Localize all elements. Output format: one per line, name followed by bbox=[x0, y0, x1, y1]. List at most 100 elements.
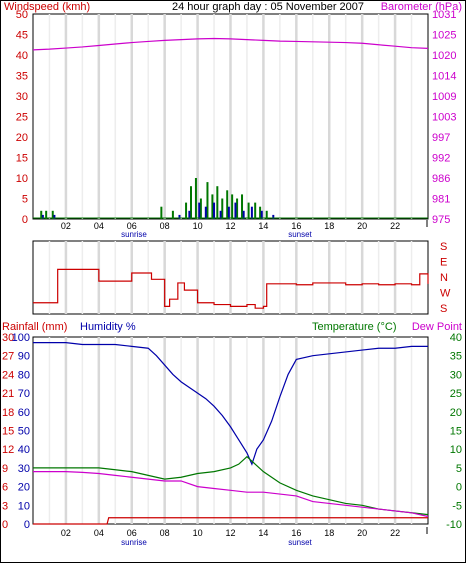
x-tick-label: 04 bbox=[94, 221, 104, 231]
rainfall-line bbox=[33, 517, 428, 525]
x-tick-label: 14 bbox=[258, 221, 268, 231]
windspeed-axis-label: Windspeed (kmh) bbox=[4, 1, 90, 13]
rain-tick-label: 3 bbox=[2, 500, 8, 512]
humidity-tick-label: 0 bbox=[24, 519, 30, 531]
humidity-tick-label: 90 bbox=[18, 351, 30, 363]
temperature-tick-label: 20 bbox=[450, 407, 462, 419]
rain-tick-label: 6 bbox=[2, 482, 8, 494]
barometer-tick-label: 975 bbox=[432, 214, 450, 226]
x-tick-label: 22 bbox=[390, 528, 400, 538]
rain-tick-label: 21 bbox=[2, 388, 14, 400]
temperature-tick-label: 40 bbox=[450, 332, 462, 344]
x-tick-label: 12 bbox=[225, 221, 235, 231]
temperature-tick-label: 0 bbox=[456, 482, 462, 494]
barometer-axis: 975 981 986 992 997 1003 1009 1014 1020 1025 1031 bbox=[432, 9, 456, 226]
windspeed-tick-label: 35 bbox=[16, 71, 28, 83]
temp-series bbox=[33, 342, 429, 525]
barometer-tick-label: 1009 bbox=[432, 91, 456, 103]
direction-tick-label: S bbox=[440, 241, 447, 253]
temp-x-axis: 02 04 06 08 10 12 14 16 18 20 22 bbox=[61, 527, 428, 538]
x-tick-label: 02 bbox=[61, 221, 71, 231]
x-tick-label: 20 bbox=[357, 528, 367, 538]
humidity-tick-label: 30 bbox=[18, 463, 30, 475]
temperature-tick-label: -5 bbox=[452, 500, 462, 512]
barometer-axis-label: Barometer (hPa) bbox=[381, 1, 462, 13]
windspeed-tick-label: 0 bbox=[22, 214, 28, 226]
barometer-line bbox=[32, 37, 429, 51]
sunrise-label: sunrise bbox=[121, 230, 147, 239]
humidity-tick-label: 40 bbox=[18, 444, 30, 456]
temperature-tick-label: 30 bbox=[450, 369, 462, 381]
rain-tick-label: 30 bbox=[2, 332, 14, 344]
temperature-tick-label: 35 bbox=[450, 351, 462, 363]
x-tick-label: 14 bbox=[258, 528, 268, 538]
barometer-tick-label: 1020 bbox=[432, 50, 456, 62]
rain-tick-label: 12 bbox=[2, 444, 14, 456]
humidity-tick-label: 60 bbox=[18, 407, 30, 419]
windspeed-tick-label: 30 bbox=[16, 91, 28, 103]
direction-tick-label: W bbox=[440, 288, 451, 300]
humidity-rain-axis: 0 3 6 9 12 15 18 21 24 27 30 0 10 20 30 40 50 60 70 80 90 100 bbox=[2, 332, 30, 531]
humidity-tick-label: 10 bbox=[18, 500, 30, 512]
x-tick-label: 16 bbox=[291, 221, 301, 231]
x-tick-label: 04 bbox=[94, 528, 104, 538]
dewpoint-line bbox=[33, 471, 429, 518]
temperature-tick-label: 15 bbox=[450, 426, 462, 438]
humidity-tick-label: 100 bbox=[12, 332, 30, 344]
direction-series bbox=[33, 268, 429, 309]
temperature-axis: -10 -5 0 5 10 15 20 25 30 35 40 bbox=[446, 332, 462, 531]
dewpoint-axis-label: Dew Point bbox=[412, 321, 462, 333]
wind-series bbox=[32, 37, 429, 219]
wind-x-axis: 02 04 06 08 10 12 14 16 18 20 22 bbox=[61, 220, 428, 231]
direction-tick-label: S bbox=[440, 303, 447, 315]
windspeed-tick-label: 45 bbox=[16, 30, 28, 42]
x-tick-label: 22 bbox=[390, 221, 400, 231]
direction-tick-label: E bbox=[440, 257, 447, 269]
humidity-tick-label: 70 bbox=[18, 388, 30, 400]
rain-tick-label: 27 bbox=[2, 351, 14, 363]
x-tick-label: 02 bbox=[61, 528, 71, 538]
humidity-tick-label: 80 bbox=[18, 369, 30, 381]
x-tick-label: 12 bbox=[225, 528, 235, 538]
barometer-tick-label: 981 bbox=[432, 194, 450, 206]
x-tick-label: 06 bbox=[127, 528, 137, 538]
barometer-tick-label: 1031 bbox=[432, 9, 456, 21]
x-tick-label: 20 bbox=[357, 221, 367, 231]
x-tick-label: 06 bbox=[127, 221, 137, 231]
sunrise-label-bottom: sunrise bbox=[121, 538, 147, 547]
x-tick-label: 16 bbox=[291, 528, 301, 538]
rain-tick-label: 0 bbox=[2, 519, 8, 531]
temperature-humidity-panel: 0369121518212427300102030405060708090100… bbox=[2, 321, 462, 547]
rain-tick-label: 18 bbox=[2, 407, 14, 419]
humidity-axis-label: Humidity % bbox=[80, 321, 136, 333]
windspeed-axis: 0 5 10 15 20 25 30 35 40 45 50 bbox=[16, 9, 28, 226]
x-tick-label: 08 bbox=[160, 528, 170, 538]
humidity-line bbox=[33, 342, 428, 466]
barometer-tick-label: 1003 bbox=[432, 112, 456, 124]
barometer-tick-label: 1025 bbox=[432, 30, 456, 42]
x-tick-label: 10 bbox=[193, 528, 203, 538]
humidity-tick-label: 20 bbox=[18, 482, 30, 494]
temperature-tick-label: 10 bbox=[450, 444, 462, 456]
temperature-tick-label: 5 bbox=[456, 463, 462, 475]
rainfall-axis-label: Rainfall (mm) bbox=[2, 321, 67, 333]
x-tick-label: 10 bbox=[193, 221, 203, 231]
windspeed-tick-label: 20 bbox=[16, 132, 28, 144]
temperature-line bbox=[33, 455, 429, 516]
direction-line bbox=[33, 268, 429, 309]
barometer-tick-label: 986 bbox=[432, 173, 450, 185]
windspeed-tick-label: 10 bbox=[16, 173, 28, 185]
windspeed-tick-label: 40 bbox=[16, 50, 28, 62]
humidity-tick-label: 50 bbox=[18, 426, 30, 438]
windspeed-tick-label: 5 bbox=[22, 194, 28, 206]
wind-barometer-panel: 0 5 10 15 20 25 30 35 40 45 50 975 981 986 992 997 1003… bbox=[4, 1, 462, 239]
x-tick-label: 18 bbox=[324, 528, 334, 538]
sunset-label: sunset bbox=[288, 230, 312, 239]
windspeed-tick-label: 50 bbox=[16, 9, 28, 21]
windspeed-tick-label: 15 bbox=[16, 153, 28, 165]
temperature-axis-label: Temperature (°C) bbox=[312, 321, 396, 333]
rain-tick-label: 24 bbox=[2, 369, 14, 381]
wind-grid bbox=[48, 14, 413, 219]
